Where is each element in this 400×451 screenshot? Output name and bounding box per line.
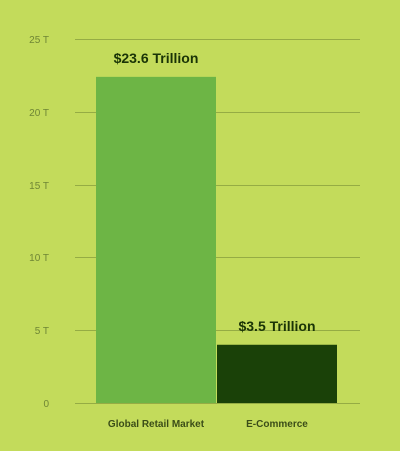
y-tick-label: 25 T [29,35,49,46]
data-labels: $23.6 Trillion $3.5 Trillion [114,50,316,334]
y-tick-label: 10 T [29,253,49,264]
data-label: $23.6 Trillion [114,50,199,66]
y-tick-label: 15 T [29,181,49,192]
category-label: E-Commerce [246,419,308,430]
y-tick-label: 5 T [35,326,49,337]
bars [96,76,337,403]
category-label: Global Retail Market [108,419,205,430]
bar [217,344,337,403]
y-tick-label: 0 [43,399,49,410]
y-tick-label: 20 T [29,108,49,119]
data-label: $3.5 Trillion [238,318,315,334]
y-axis-tick-labels: 0 5 T 10 T 15 T 20 T 25 T [29,35,49,410]
x-axis-category-labels: Global Retail Market E-Commerce [108,419,308,430]
bar [96,76,216,403]
